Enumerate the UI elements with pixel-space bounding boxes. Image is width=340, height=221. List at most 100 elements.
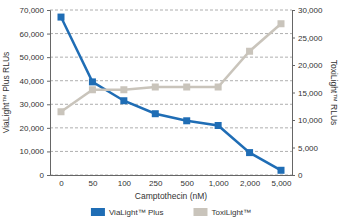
marker [89, 86, 96, 93]
axis-line [293, 11, 296, 176]
tick-label: 1,000 [209, 179, 230, 188]
tick-label: 25,000 [298, 34, 323, 43]
tick-label: 50 [88, 179, 97, 188]
tick-label: 0 [40, 171, 45, 180]
x-axis-title: Camptothecin (nM) [135, 191, 207, 201]
legend-label: ViaLight™ Plus [109, 208, 164, 217]
legend-swatch [193, 208, 207, 216]
tick: 10,000 [20, 147, 50, 156]
grid-line [50, 33, 292, 34]
axis-line [47, 11, 51, 176]
marker [152, 84, 159, 91]
tick-mark [47, 57, 50, 58]
tick: 100 [118, 179, 132, 188]
marker [120, 97, 127, 104]
tick-mark [292, 148, 295, 149]
tick: 500 [181, 179, 195, 188]
tick-label: 20,000 [20, 124, 45, 133]
tick: 60,000 [20, 30, 50, 39]
marker [183, 84, 190, 91]
chart: 0 10,000 20,000 30,000 40,000 50,000 60,000 70,… [0, 0, 340, 221]
marker [58, 14, 65, 21]
tick-mark [47, 175, 50, 176]
tick: 2,000 [240, 179, 261, 188]
tick: 5,000 [271, 179, 292, 188]
x-axis: 0 50 100 250 500 1,000 2,000 5,000 [51, 176, 293, 188]
tick-label: 2,000 [240, 179, 261, 188]
tick: 10,000 [292, 116, 323, 125]
tick: 0 [40, 171, 50, 180]
tick: 50,000 [20, 53, 50, 62]
legend-label: ToxiLight™ [211, 208, 251, 217]
marker [215, 84, 222, 91]
tick: 0 [292, 171, 303, 180]
axis-line [51, 175, 293, 176]
tick-label: 5,000 [271, 179, 292, 188]
tick-label: 50,000 [20, 53, 45, 62]
tick: 15,000 [292, 89, 323, 98]
tick: 50 [88, 179, 97, 188]
marker [215, 122, 222, 129]
tick-label: 0 [59, 179, 64, 188]
tick-mark [47, 10, 50, 11]
tick: 20,000 [20, 124, 50, 133]
tick: 30,000 [292, 6, 323, 15]
y2ticks-axis: 0 5,000 10,000 15,000 20,000 25,000 30,000 [292, 6, 323, 180]
legend: ViaLight™ Plus ToxiLight™ [91, 208, 251, 217]
marker [183, 117, 190, 124]
marker [152, 110, 159, 117]
y2-axis-title: ToxiLight™ RLUs [329, 60, 339, 126]
tick-label: 70,000 [20, 6, 45, 15]
marker [89, 78, 96, 85]
y-axis-title: ViaLight™ Plus RLUs [1, 52, 11, 134]
grid-line [50, 127, 292, 128]
marker [246, 149, 253, 156]
marker [278, 20, 285, 27]
tick-mark [47, 104, 50, 105]
tick: 25,000 [292, 34, 323, 43]
tick-mark [292, 93, 295, 94]
yticks-axis: 0 10,000 20,000 30,000 40,000 50,000 60,000 70,… [20, 6, 51, 180]
tick-label: 10,000 [20, 147, 45, 156]
grid-line [50, 80, 292, 81]
grid-line [50, 57, 292, 58]
tick-mark [292, 120, 295, 121]
marker [120, 86, 127, 93]
grid-line [50, 175, 292, 176]
tick-label: 500 [181, 179, 195, 188]
tick-mark [47, 128, 50, 129]
grid-line [50, 104, 292, 105]
legend-item: ToxiLight™ [193, 208, 251, 217]
tick: 1,000 [209, 179, 230, 188]
tick-label: 15,000 [298, 89, 323, 98]
tick-label: 30,000 [298, 6, 323, 15]
legend-item: ViaLight™ Plus [91, 208, 164, 217]
grid-line [50, 151, 292, 152]
tick-mark [292, 65, 295, 66]
tick-mark [47, 151, 50, 152]
tick: 5,000 [292, 144, 319, 153]
tick-label: 250 [149, 179, 163, 188]
tick: 70,000 [20, 6, 50, 15]
tick-mark [47, 81, 50, 82]
tick-mark [47, 34, 50, 35]
tick-label: 5,000 [298, 144, 319, 153]
tick-mark [292, 38, 295, 39]
series-line [61, 17, 281, 170]
tick-label: 60,000 [20, 30, 45, 39]
marker [246, 48, 253, 55]
tick-label: 10,000 [298, 116, 323, 125]
tick-label: 40,000 [20, 77, 45, 86]
tick: 40,000 [20, 77, 50, 86]
marker [58, 108, 65, 115]
tick-label: 100 [118, 179, 132, 188]
plot-area [58, 14, 285, 174]
tick-mark [292, 10, 295, 11]
tick: 0 [59, 179, 64, 188]
tick-label: 30,000 [20, 100, 45, 109]
tick: 20,000 [292, 61, 323, 70]
tick: 30,000 [20, 100, 50, 109]
grid-line [50, 10, 292, 11]
tick-label: 20,000 [298, 61, 323, 70]
tick: 250 [149, 179, 163, 188]
